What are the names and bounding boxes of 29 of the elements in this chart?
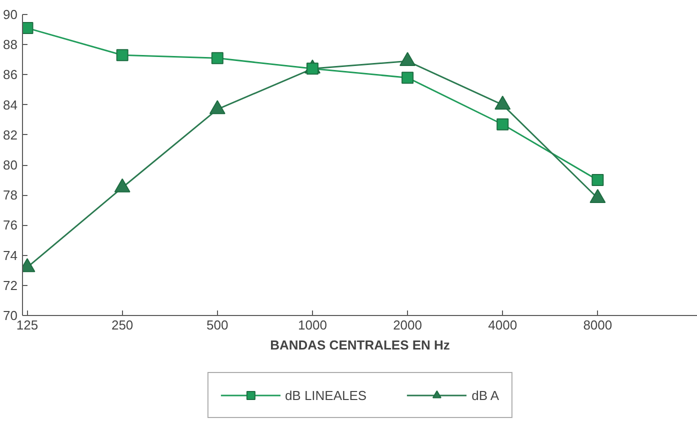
y-tick-label: 88 xyxy=(3,37,18,52)
y-tick-label: 72 xyxy=(3,278,18,293)
y-tick-label: 90 xyxy=(3,7,18,22)
y-tick-label: 78 xyxy=(3,188,18,203)
y-tick-label: 76 xyxy=(3,218,18,233)
x-tick-label: 8000 xyxy=(583,318,612,332)
y-tick-label: 80 xyxy=(3,158,18,172)
x-tick-label: 1000 xyxy=(298,318,327,332)
x-tick-label: 500 xyxy=(206,318,228,332)
point xyxy=(592,174,604,186)
y-tick-label: 82 xyxy=(3,127,18,142)
y-tick-label: 74 xyxy=(3,248,18,263)
y-tick-label: 84 xyxy=(3,97,18,112)
y-tick-label: 86 xyxy=(3,67,18,82)
point xyxy=(402,72,414,84)
legend-label: dB A xyxy=(472,388,500,402)
y-tick-label: 70 xyxy=(3,308,18,323)
point xyxy=(114,178,130,192)
x-tick-label: 250 xyxy=(111,318,134,332)
legend-label: dB LINEALES xyxy=(284,388,367,402)
point xyxy=(116,49,128,62)
x-tick-label: 125 xyxy=(16,318,38,332)
point xyxy=(496,118,509,130)
x-axis-title: BANDAS CENTRALES EN Hz xyxy=(270,338,450,352)
x-tick-label: 4000 xyxy=(488,318,518,332)
point xyxy=(590,188,606,203)
point xyxy=(211,52,224,64)
x-tick-label: 2000 xyxy=(393,318,422,332)
point xyxy=(22,22,34,34)
